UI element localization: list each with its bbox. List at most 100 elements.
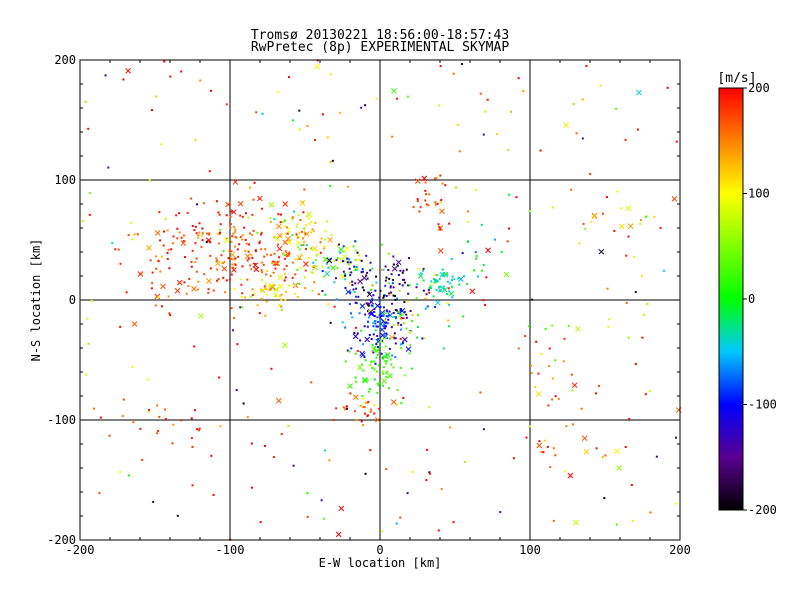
data-point	[572, 103, 575, 106]
data-point	[439, 285, 442, 288]
data-point	[376, 370, 379, 373]
data-point	[284, 224, 287, 227]
data-point	[209, 89, 212, 92]
data-point	[466, 283, 469, 286]
data-point	[382, 324, 385, 327]
data-point	[533, 386, 536, 389]
data-point	[394, 298, 397, 301]
data-point	[216, 259, 219, 262]
data-point	[390, 363, 393, 366]
data-point	[387, 318, 390, 321]
data-point	[332, 419, 335, 422]
data-point	[300, 254, 303, 257]
data-point	[598, 384, 601, 387]
data-point	[385, 375, 388, 378]
data-point	[277, 90, 280, 93]
data-point	[433, 281, 436, 284]
data-point	[399, 328, 402, 331]
data-point	[644, 393, 647, 396]
data-point	[399, 309, 402, 312]
data-point	[475, 189, 478, 192]
data-point-cross	[303, 261, 309, 267]
data-point	[218, 376, 221, 379]
data-point	[377, 364, 380, 367]
data-point	[222, 276, 225, 279]
data-point	[616, 190, 619, 193]
data-point	[193, 345, 196, 348]
data-point	[159, 239, 162, 242]
data-point	[349, 392, 352, 395]
data-point-cross	[625, 205, 632, 212]
data-point	[346, 349, 349, 352]
data-point-cross	[154, 293, 161, 300]
data-point	[385, 354, 388, 357]
data-point	[319, 251, 322, 254]
data-point	[419, 206, 422, 209]
data-point-cross	[359, 303, 366, 309]
data-point	[363, 405, 366, 408]
data-point	[335, 259, 338, 262]
data-point	[362, 369, 365, 372]
data-point	[296, 223, 299, 226]
data-point	[360, 363, 363, 366]
data-point-cross	[230, 209, 237, 215]
data-point	[363, 325, 366, 328]
data-point	[298, 109, 301, 112]
data-point	[247, 257, 250, 260]
data-point	[549, 466, 552, 469]
data-point	[215, 257, 218, 260]
data-point	[415, 336, 418, 339]
data-point	[258, 242, 261, 245]
data-point	[194, 261, 197, 264]
data-point-cross	[160, 283, 166, 290]
data-point	[155, 267, 158, 270]
data-point	[356, 350, 359, 353]
data-point	[261, 261, 264, 264]
data-point	[628, 417, 631, 420]
data-point	[372, 351, 375, 354]
data-point	[269, 220, 272, 223]
data-point	[448, 222, 451, 225]
data-point-cross	[335, 531, 342, 538]
data-point	[194, 225, 197, 228]
x-tick-label: 100	[519, 543, 541, 557]
data-point-cross	[324, 270, 330, 277]
data-point	[392, 294, 395, 297]
data-point	[382, 355, 385, 358]
data-point	[385, 362, 388, 365]
data-point	[280, 298, 283, 301]
data-point	[380, 352, 383, 355]
data-point	[404, 281, 407, 284]
data-point	[361, 268, 364, 271]
data-point	[323, 247, 326, 250]
data-point	[393, 315, 396, 318]
data-point	[300, 230, 303, 233]
data-point	[461, 252, 464, 255]
data-point	[294, 273, 297, 276]
data-point	[441, 268, 444, 271]
data-point	[194, 242, 197, 245]
data-point	[388, 347, 391, 350]
data-point	[395, 97, 398, 100]
data-point	[311, 248, 314, 251]
data-point	[336, 244, 339, 247]
data-point	[229, 223, 232, 226]
data-point	[385, 332, 388, 335]
data-point	[284, 276, 287, 279]
data-point-cross	[345, 289, 352, 295]
data-point	[484, 303, 487, 306]
data-point-cross	[598, 248, 605, 255]
data-point	[265, 300, 268, 303]
data-point	[456, 124, 459, 127]
data-point	[239, 306, 242, 309]
data-point	[280, 293, 283, 296]
data-point	[185, 292, 188, 295]
data-point	[387, 282, 390, 285]
data-point	[648, 389, 651, 392]
data-point	[87, 127, 90, 130]
data-point	[147, 408, 150, 411]
data-point	[304, 287, 307, 290]
data-point	[446, 280, 449, 283]
data-point	[305, 243, 308, 246]
